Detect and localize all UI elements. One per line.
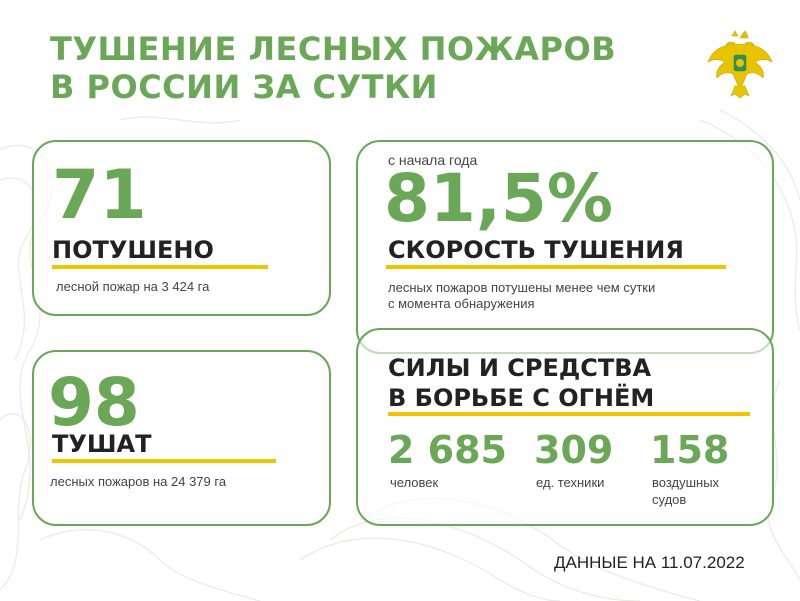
active-fires-count: 98 [48, 364, 140, 441]
forces-heading-line1: СИЛЫ И СРЕДСТВА [388, 354, 652, 382]
extinguished-count: 71 [52, 156, 147, 235]
stat-aircraft-label-line1: воздушных [652, 475, 720, 490]
active-fires-underline [52, 459, 276, 463]
speed-caption: с начала года [388, 152, 478, 168]
speed-card [356, 140, 774, 354]
extinguished-heading: ПОТУШЕНО [52, 236, 214, 264]
extinguished-card [32, 140, 331, 316]
speed-percentage: 81,5% [384, 160, 613, 237]
stat-people-value: 2 685 [388, 428, 507, 472]
stat-people-label: человек [390, 475, 439, 490]
speed-description-line1: лесных пожаров потушены менее чем сутки [388, 280, 656, 295]
forces-heading-line2: В БОРЬБЕ С ОГНЁМ [388, 384, 655, 412]
forces-card [356, 328, 774, 526]
speed-heading: СКОРОСТЬ ТУШЕНИЯ [388, 236, 684, 264]
active-fires-card [32, 350, 331, 526]
active-fires-heading: ТУШАТ [52, 430, 152, 458]
forces-underline [388, 412, 750, 416]
speed-description-line2: с момента обнаружения [388, 296, 535, 311]
data-date-footer: ДАННЫЕ НА 11.07.2022 [554, 553, 745, 572]
active-fires-description: лесных пожаров на 24 379 га [50, 474, 227, 489]
page-title: ТУШЕНИЕ ЛЕСНЫХ ПОЖАРОВ В РОССИИ ЗА СУТКИ [50, 30, 616, 106]
stat-aircraft-value: 158 [650, 428, 730, 472]
stat-vehicles-label: ед. техники [536, 475, 605, 490]
extinguished-description: лесной пожар на 3 424 га [56, 279, 210, 294]
double-headed-eagle-emblem-icon [707, 30, 773, 99]
extinguished-underline [52, 265, 268, 269]
stat-vehicles-value: 309 [534, 428, 614, 472]
page-title-line1: ТУШЕНИЕ ЛЕСНЫХ ПОЖАРОВ [50, 30, 617, 68]
stat-aircraft-label-line2: судов [652, 492, 687, 507]
page-title-line2: В РОССИИ ЗА СУТКИ [50, 68, 438, 106]
speed-underline [386, 265, 726, 269]
